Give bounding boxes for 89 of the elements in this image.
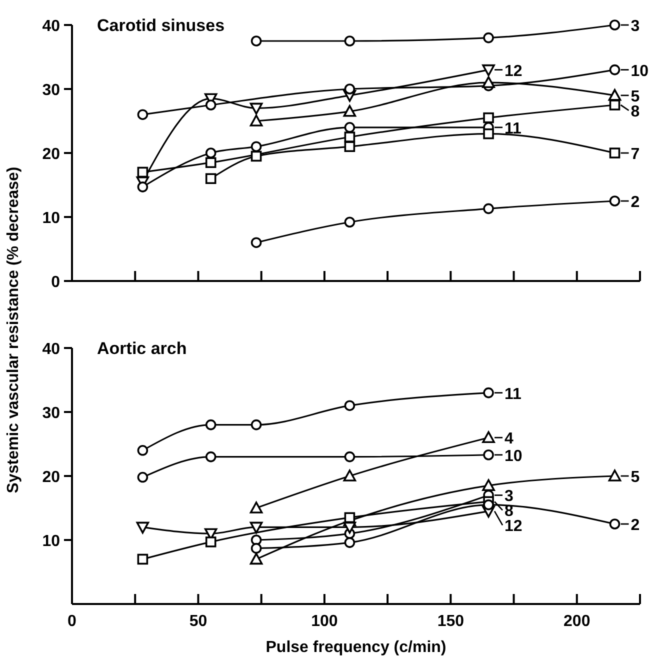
x-tick-label: 0 — [68, 613, 77, 630]
point — [483, 32, 494, 44]
point — [609, 100, 620, 110]
point — [205, 100, 216, 110]
y-tick-label: 0 — [51, 274, 60, 291]
point — [482, 76, 495, 88]
y-tick-label: 30 — [42, 405, 60, 422]
point — [344, 122, 356, 133]
point — [343, 470, 356, 482]
point — [250, 534, 262, 546]
point — [483, 449, 494, 460]
y-axis-title: Systemic vascular resistance (% decrease) — [5, 166, 22, 494]
point — [608, 470, 622, 482]
point — [250, 141, 262, 152]
point — [482, 479, 495, 491]
point — [609, 196, 620, 206]
point — [250, 522, 263, 534]
x-tick-label: 150 — [437, 613, 464, 630]
y-tick-label: 20 — [42, 469, 60, 486]
point — [205, 451, 216, 462]
legend-label: 10 — [630, 62, 649, 80]
point — [344, 451, 356, 462]
legend-label: 3 — [630, 18, 640, 35]
point — [137, 182, 148, 192]
point — [482, 431, 495, 443]
point — [483, 387, 494, 398]
point — [137, 472, 148, 483]
legend-label: 10 — [504, 448, 522, 465]
point — [344, 216, 356, 228]
point — [344, 141, 356, 152]
point — [250, 552, 263, 565]
point — [483, 112, 494, 124]
y-tick-label: 10 — [42, 210, 60, 227]
point — [608, 89, 622, 101]
legend-label: 5 — [630, 88, 640, 106]
point — [205, 148, 216, 158]
y-tick-label: 40 — [42, 341, 60, 358]
x-tick-label: 200 — [564, 613, 590, 630]
legend-label: 2 — [630, 517, 640, 534]
point — [609, 20, 620, 30]
x-tick-label: 100 — [311, 613, 338, 630]
legend-label: 11 — [504, 386, 522, 403]
legend-label: 5 — [630, 469, 640, 486]
point — [609, 148, 620, 158]
point — [344, 537, 356, 548]
legend-label: 7 — [630, 146, 640, 163]
x-axis-title: Pulse frequency (c/min) — [266, 639, 446, 656]
legend-label: 3 — [504, 488, 514, 506]
point — [137, 445, 148, 456]
point — [137, 554, 148, 565]
point — [250, 114, 263, 126]
point — [250, 419, 262, 430]
point — [344, 84, 356, 94]
y-tick-label: 20 — [42, 146, 60, 163]
point — [250, 237, 262, 248]
legend-label: 2 — [630, 194, 640, 211]
point — [250, 502, 263, 514]
point — [205, 173, 216, 184]
point — [609, 64, 620, 76]
point — [137, 166, 148, 178]
point — [344, 512, 356, 523]
point — [250, 150, 262, 162]
point — [609, 518, 620, 530]
chart-title: Carotid sinuses — [97, 16, 225, 35]
legend-label: 12 — [504, 62, 522, 80]
point — [344, 400, 356, 411]
legend-label: 8 — [630, 103, 640, 120]
point — [205, 419, 216, 430]
point — [343, 105, 356, 117]
y-tick-label: 40 — [42, 18, 60, 35]
y-tick-label: 30 — [42, 82, 60, 99]
point — [250, 36, 262, 46]
point — [205, 157, 216, 168]
x-tick-label: 50 — [189, 613, 208, 630]
point — [482, 64, 495, 76]
point — [250, 542, 262, 554]
point — [250, 102, 263, 115]
point — [205, 536, 216, 548]
y-tick-label: 10 — [42, 533, 60, 550]
point — [136, 522, 150, 534]
legend-label: 4 — [504, 430, 514, 448]
point — [483, 128, 494, 140]
point — [483, 203, 494, 214]
point — [137, 109, 148, 120]
chart-title: Aortic arch — [97, 339, 187, 358]
point — [344, 36, 356, 46]
legend-label: 11 — [504, 120, 522, 138]
point — [483, 499, 494, 510]
legend-label: 12 — [504, 518, 522, 536]
